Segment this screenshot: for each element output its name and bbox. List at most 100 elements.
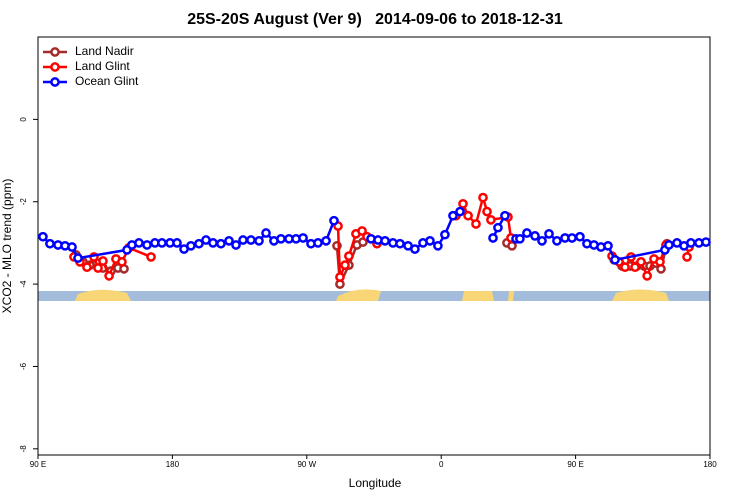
data-point (321, 236, 331, 246)
chart-title: 25S-20S August (Ver 9) 2014-09-06 to 201… (187, 11, 563, 28)
data-point (340, 260, 350, 270)
data-point (486, 214, 496, 225)
data-point (642, 271, 652, 281)
data-point (552, 236, 562, 246)
y-tick-label: -8 (19, 445, 28, 453)
legend-item: Ocean Glint (43, 74, 139, 88)
x-tick-label: 180 (166, 460, 180, 469)
land-patch (508, 291, 514, 301)
x-tick-label: 90 W (297, 460, 316, 469)
x-tick-label: 0 (439, 460, 444, 469)
data-point (93, 263, 103, 273)
data-point (395, 238, 405, 249)
legend-label: Ocean Glint (75, 74, 139, 88)
x-tick-label: 90 E (30, 460, 46, 469)
data-point (261, 228, 271, 238)
data-point (224, 236, 234, 246)
data-point (488, 233, 498, 243)
y-tick-label: -2 (19, 198, 28, 206)
data-point (686, 238, 696, 248)
data-point (142, 240, 152, 250)
data-point (45, 238, 55, 249)
data-point (186, 240, 196, 251)
legend-label: Land Nadir (75, 44, 134, 58)
data-point (82, 262, 92, 273)
data-point (544, 229, 554, 239)
data-point (357, 226, 367, 236)
data-point (344, 251, 354, 261)
data-point (238, 235, 248, 245)
data-point (500, 210, 510, 221)
data-point (471, 219, 481, 229)
land-mask (38, 289, 710, 301)
data-point (329, 215, 339, 226)
land-patch (612, 289, 669, 301)
legend-marker (50, 77, 60, 87)
data-point (380, 236, 390, 246)
data-point (98, 256, 108, 266)
x-tick-label: 180 (703, 460, 717, 469)
data-point (67, 242, 77, 252)
x-tick-label: 90 E (567, 460, 583, 469)
data-point (104, 271, 114, 281)
data-point (425, 236, 435, 246)
data-point (117, 257, 127, 267)
data-point (530, 231, 540, 241)
data-point (134, 238, 144, 248)
data-point (208, 238, 218, 248)
data-point (620, 262, 630, 273)
data-point (433, 240, 443, 251)
data-point (575, 231, 585, 242)
land-patch (75, 289, 131, 301)
data-point (455, 206, 465, 217)
data-point (146, 252, 156, 262)
data-point (478, 192, 488, 203)
legend-item: Land Glint (43, 59, 130, 73)
data-point (73, 253, 83, 263)
data-point (410, 244, 420, 254)
data-point (216, 238, 226, 249)
plot-frame (37, 36, 711, 456)
data-point (701, 237, 711, 247)
y-tick-label: 0 (19, 117, 28, 122)
series-line (75, 240, 669, 289)
data-point (682, 252, 692, 262)
x-axis-label: Longitude (349, 476, 402, 490)
data-point (567, 233, 577, 243)
data-point (298, 233, 308, 243)
y-tick-label: -4 (19, 280, 28, 288)
data-point (537, 236, 547, 246)
data-point (313, 238, 323, 248)
data-point (515, 233, 525, 244)
data-point (254, 236, 264, 246)
legend-marker (50, 62, 60, 72)
data-point (440, 229, 450, 240)
data-point (522, 228, 532, 238)
legend-marker (50, 47, 60, 57)
data-point (194, 238, 204, 249)
data-point (38, 231, 48, 242)
data-point (157, 238, 167, 248)
legend-label: Land Glint (75, 59, 130, 73)
data-point (493, 222, 503, 233)
y-tick-label: -6 (19, 362, 28, 370)
data-point (448, 210, 458, 221)
data-point (458, 198, 468, 209)
data-point (335, 272, 345, 282)
data-point (231, 240, 241, 250)
data-point (276, 233, 286, 244)
legend-item: Land Nadir (43, 44, 134, 58)
data-point (630, 262, 640, 273)
data-point (603, 240, 613, 251)
y-axis-label: XCO2 - MLO trend (ppm) (0, 179, 14, 314)
data-point (610, 254, 620, 265)
data-point (246, 235, 256, 245)
land-patch (462, 291, 494, 301)
data-point (172, 238, 182, 248)
data-point (655, 257, 665, 267)
data-point (482, 206, 492, 217)
data-point (636, 257, 646, 267)
land-patch (336, 289, 381, 301)
